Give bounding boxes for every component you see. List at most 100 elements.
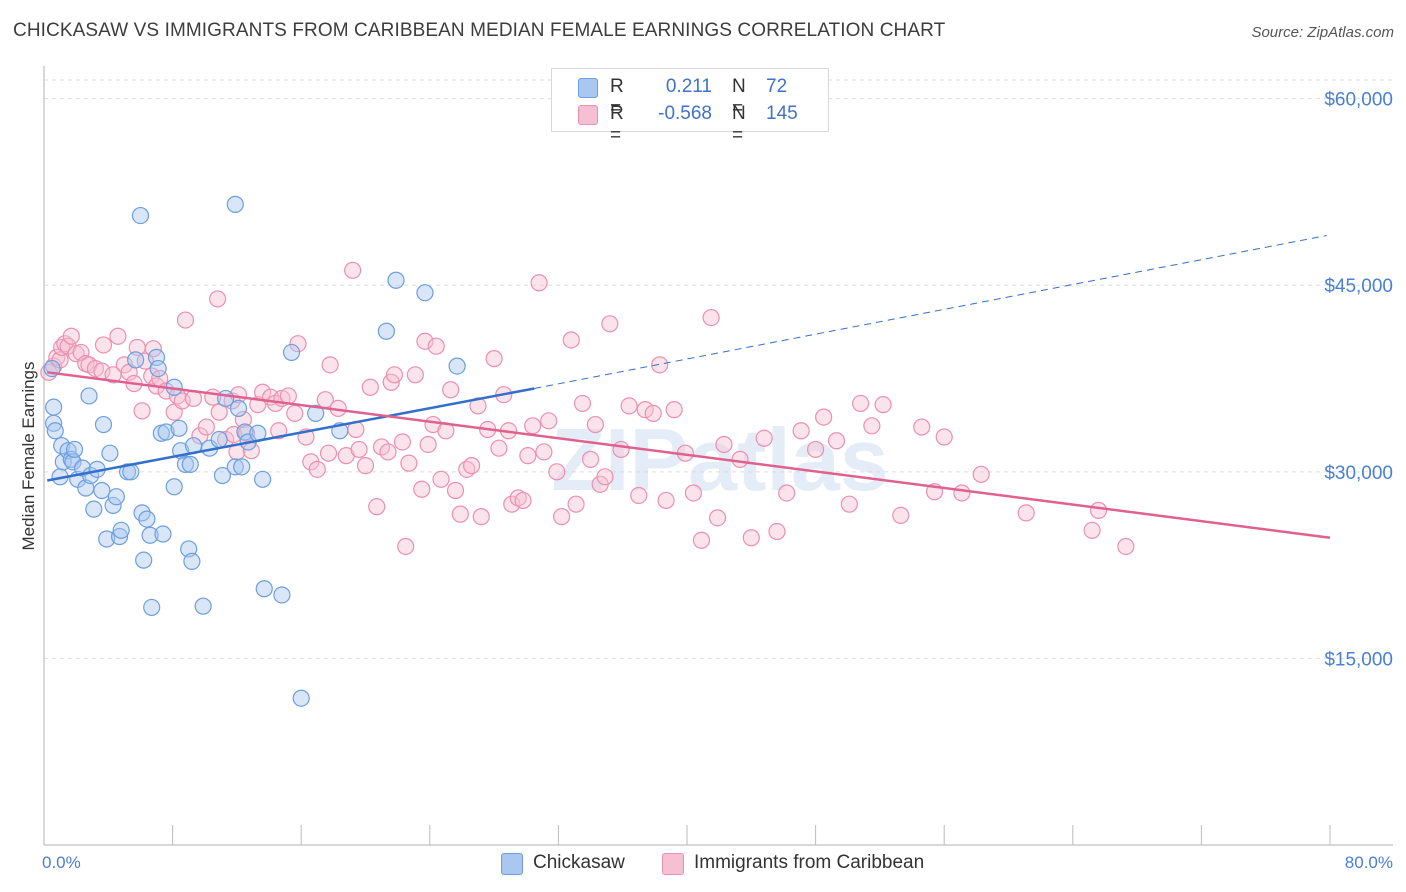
y-tick-label: $45,000 (1324, 276, 1393, 297)
legend-swatch-caribbean (578, 105, 598, 125)
caribbean-point (630, 486, 648, 505)
caribbean-point (702, 308, 720, 327)
chickasaw-points (43, 195, 466, 707)
caribbean-point (953, 484, 971, 502)
chickasaw-point (229, 399, 248, 417)
caribbean-point (612, 440, 630, 459)
chickasaw-point (85, 500, 103, 518)
caribbean-point (344, 261, 362, 279)
caribbean-point (393, 433, 412, 451)
chickasaw-trend-line (46, 387, 535, 482)
caribbean-point (972, 465, 990, 483)
bottom-legend-label: Immigrants from Caribbean (694, 852, 925, 873)
caribbean-point (815, 408, 833, 426)
legend-r-label: R = (610, 103, 624, 146)
chickasaw-point (377, 322, 395, 340)
y-tick-labels: $15,000 $30,000 $45,000 $60,000 (1324, 90, 1393, 671)
chickasaw-point (255, 580, 273, 598)
chickasaw-point (233, 458, 251, 476)
caribbean-point (562, 331, 580, 349)
caribbean-point (62, 327, 80, 345)
x-tick-max-label: 80.0% (1345, 853, 1393, 872)
chickasaw-point (94, 415, 113, 434)
legend-r-value: 0.211 (665, 76, 712, 97)
source-label: Source: ZipAtlas.com (1251, 24, 1394, 41)
caribbean-trend-line (47, 371, 1331, 539)
chickasaw-point (170, 419, 188, 437)
caribbean-point (540, 412, 558, 430)
caribbean-point (48, 348, 66, 366)
caribbean-point (432, 470, 450, 488)
caribbean-point (72, 343, 90, 362)
caribbean-point (548, 463, 566, 481)
caribbean-point (852, 394, 870, 413)
chickasaw-point (98, 530, 116, 548)
caribbean-point (385, 366, 404, 384)
caribbean-point (567, 495, 585, 513)
chickasaw-point (149, 359, 167, 378)
caribbean-point (553, 508, 571, 526)
legend-r-value: -0.568 (658, 103, 712, 124)
chickasaw-point (282, 343, 301, 362)
bottom-legend-label: Chickasaw (533, 852, 625, 873)
caribbean-point (665, 401, 683, 419)
caribbean-point (446, 481, 465, 500)
caribbean-point (1083, 521, 1101, 539)
caribbean-point (191, 427, 209, 445)
trend-lines (46, 234, 1331, 539)
chickasaw-point (107, 488, 125, 506)
caribbean-point (806, 440, 825, 459)
chickasaw-point (213, 466, 232, 485)
caribbean-point (490, 439, 508, 457)
caribbean-point (1017, 504, 1035, 522)
caribbean-point (400, 454, 418, 472)
caribbean-point (173, 392, 191, 410)
chickasaw-point (226, 195, 244, 213)
caribbean-point (368, 498, 386, 516)
caribbean-point (636, 401, 654, 419)
caribbean-point (863, 417, 881, 435)
caribbean-point (1089, 501, 1108, 519)
chickasaw-point (154, 525, 172, 543)
chickasaw-point (64, 453, 82, 471)
chickasaw-point (46, 422, 64, 440)
caribbean-point (109, 327, 127, 345)
caribbean-point (651, 356, 669, 374)
caribbean-point (451, 505, 469, 523)
caribbean-point (308, 460, 326, 478)
caribbean-point (715, 435, 733, 454)
caribbean-point (601, 315, 619, 333)
caribbean-point (397, 537, 415, 556)
y-tick-label: $15,000 (1324, 649, 1393, 670)
bottom-legend-swatch-chickasaw (501, 853, 523, 875)
chickasaw-point (93, 481, 111, 500)
chickasaw-trend-extension (534, 234, 1327, 389)
caribbean-point (427, 337, 445, 355)
caribbean-point (1117, 537, 1135, 556)
chickasaw-point (65, 440, 84, 459)
caribbean-point (913, 418, 931, 436)
caribbean-point (792, 422, 810, 440)
grid-lines (44, 79, 1393, 659)
caribbean-point (581, 450, 600, 468)
caribbean-point (586, 415, 604, 434)
chickasaw-point (307, 404, 325, 422)
axes (43, 66, 1393, 846)
caribbean-point (379, 443, 397, 461)
chickasaw-point (236, 423, 254, 441)
caribbean-point (644, 404, 662, 422)
chickasaw-point (135, 551, 153, 569)
chickasaw-point (101, 444, 119, 462)
caribbean-point (514, 491, 532, 510)
caribbean-point (361, 378, 379, 396)
caribbean-point (535, 443, 553, 461)
y-tick-label: $30,000 (1324, 463, 1393, 484)
caribbean-point (731, 450, 749, 468)
caribbean-point (684, 484, 703, 502)
caribbean-point (708, 509, 727, 527)
caribbean-point (350, 440, 368, 459)
caribbean-point (509, 489, 527, 507)
caribbean-point (519, 447, 537, 465)
chickasaw-point (157, 423, 175, 441)
